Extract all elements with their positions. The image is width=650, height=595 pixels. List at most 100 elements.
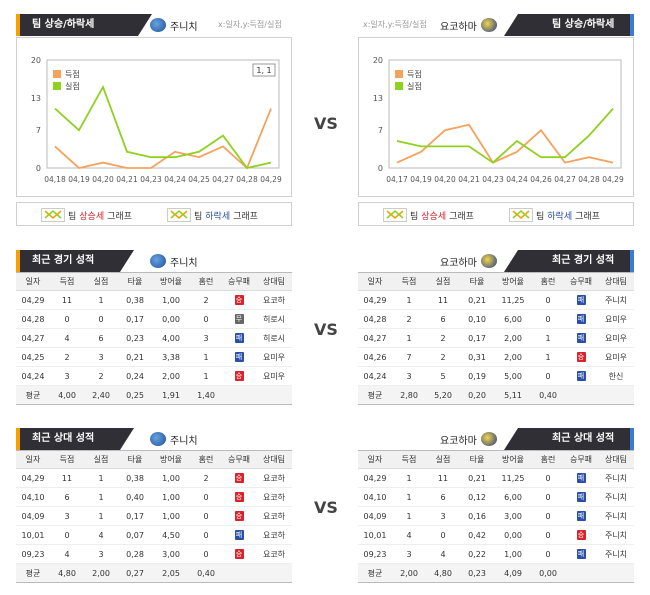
average-cell: 평균 — [358, 385, 392, 405]
down-graph-icon — [509, 208, 533, 222]
average-cell: 평균 — [358, 563, 392, 583]
result-badge: 승 — [576, 352, 586, 362]
column-header: 득점 — [392, 450, 426, 469]
column-header: 상대팀 — [256, 272, 292, 291]
result-badge: 패 — [234, 530, 244, 540]
table-row: 04,09 3 1 0,17 1,00 0 승 요코하 — [16, 506, 292, 526]
vs-label-h2h: VS — [314, 498, 338, 517]
table-cell: 0 — [190, 544, 222, 564]
table-cell: 0,12 — [460, 487, 494, 507]
h2h-right-team: 요코하마 — [440, 428, 497, 450]
x-tick-label: 04,20 — [434, 175, 456, 184]
recent-right-header: 최근 경기 성적 — [518, 250, 630, 272]
table-cell: 6 — [84, 328, 118, 348]
y-tick-label: 13 — [373, 94, 383, 103]
legend-up-text: 상승세 — [421, 211, 447, 222]
column-header: 승무패 — [222, 450, 256, 469]
x-tick-label: 04,28 — [578, 175, 600, 184]
average-cell — [256, 385, 292, 405]
average-cell — [222, 385, 256, 405]
table-cell: 2 — [392, 309, 426, 329]
result-cell: 패 — [564, 506, 598, 526]
header-slant — [504, 14, 518, 36]
table-cell: 1 — [532, 328, 564, 348]
table-cell: 3 — [392, 366, 426, 386]
table-cell: 4 — [84, 525, 118, 545]
table-row: 04,29 11 1 0,38 1,00 2 승 요코하 — [16, 468, 292, 488]
x-tick-label: 04,23 — [140, 175, 162, 184]
table-cell: 11 — [426, 290, 460, 310]
header-slant — [138, 14, 152, 36]
average-cell: 2,00 — [392, 563, 426, 583]
average-cell — [564, 385, 598, 405]
result-badge: 패 — [576, 511, 586, 521]
recent-right-team: 요코하마 — [440, 250, 497, 272]
table-cell: 요코하 — [256, 506, 292, 526]
average-cell: 5,11 — [494, 385, 532, 405]
table-cell: 0 — [190, 487, 222, 507]
legend-swatch — [53, 70, 61, 78]
table-cell: 1 — [84, 468, 118, 488]
table-cell: 04,24 — [358, 366, 392, 386]
result-cell: 패 — [564, 309, 598, 329]
x-tick-label: 04,27 — [554, 175, 576, 184]
x-tick-label: 04,26 — [530, 175, 552, 184]
column-header: 실점 — [426, 450, 460, 469]
legend-team-text: 팀 — [68, 211, 77, 222]
table-cell: 04,27 — [16, 328, 50, 348]
h2h-left-table: 일자 득점 실점 타율 방어율 홈런 승무패 상대팀 04,29 11 1 0,38 1,00 2 승 요코하… — [16, 450, 292, 583]
table-row: 10,01 4 0 0,42 0,00 0 승 주니치 — [358, 525, 634, 545]
table-cell: 0,38 — [118, 290, 152, 310]
table-cell: 2 — [426, 347, 460, 367]
x-tick-label: 04,21 — [458, 175, 480, 184]
right-chart-hint: x:일자,y:득점/실점 — [363, 20, 427, 29]
legend-swatch — [395, 82, 403, 90]
result-badge: 승 — [234, 511, 244, 521]
result-cell: 패 — [564, 290, 598, 310]
table-cell: 0,07 — [118, 525, 152, 545]
column-header: 일자 — [358, 450, 392, 469]
result-cell: 승 — [222, 506, 256, 526]
column-header: 일자 — [358, 272, 392, 291]
table-cell: 04,09 — [358, 506, 392, 526]
average-cell: 1,40 — [190, 385, 222, 405]
average-cell: 5,20 — [426, 385, 460, 405]
left-team-name: 주니치 — [170, 21, 198, 33]
table-cell: 3 — [50, 506, 84, 526]
right-team-name: 요코하마 — [440, 21, 477, 33]
table-cell: 09,23 — [16, 544, 50, 564]
average-cell: 2,00 — [84, 563, 118, 583]
result-badge: 패 — [576, 371, 586, 381]
average-cell: 1,91 — [152, 385, 190, 405]
left-trend-chart: 20 13 7 0 04,18 04,19 04,20 04,21 04,23 04,24 04,2… — [16, 37, 292, 197]
column-header: 방어율 — [494, 450, 532, 469]
team-name: 주니치 — [170, 257, 198, 269]
table-cell: 한신 — [598, 366, 634, 386]
average-row: 평균 2,00 4,80 0,23 4,09 0,00 — [358, 563, 634, 583]
legend-down: 팀 하락세 그래프 — [167, 208, 258, 222]
table-cell: 1 — [392, 468, 426, 488]
table-cell: 04,29 — [16, 290, 50, 310]
allowed-series-line — [396, 108, 614, 164]
table-cell: 0 — [532, 290, 564, 310]
chunichi-logo-icon — [150, 254, 166, 268]
column-header: 방어율 — [494, 272, 532, 291]
column-header: 실점 — [84, 272, 118, 291]
table-cell: 04,28 — [16, 309, 50, 329]
table-cell: 0,24 — [118, 366, 152, 386]
column-header: 상대팀 — [256, 450, 292, 469]
table-cell: 3,38 — [152, 347, 190, 367]
result-badge: 승 — [234, 473, 244, 483]
table-cell: 04,10 — [16, 487, 50, 507]
table-row: 04,28 2 6 0,10 6,00 0 패 요미우 — [358, 309, 634, 329]
table-cell: 1,00 — [152, 290, 190, 310]
table-cell: 3 — [50, 366, 84, 386]
column-header: 득점 — [392, 272, 426, 291]
table-cell: 주니치 — [598, 290, 634, 310]
scored-series-line — [396, 123, 614, 164]
chunichi-logo-icon — [150, 18, 166, 32]
recent-left-table: 일자 득점 실점 타율 방어율 홈런 승무패 상대팀 04,29 11 1 0,38 1,00 2 승 요코하… — [16, 272, 292, 405]
average-cell: 4,80 — [426, 563, 460, 583]
table-row: 04,24 3 5 0,19 5,00 0 패 한신 — [358, 366, 634, 386]
